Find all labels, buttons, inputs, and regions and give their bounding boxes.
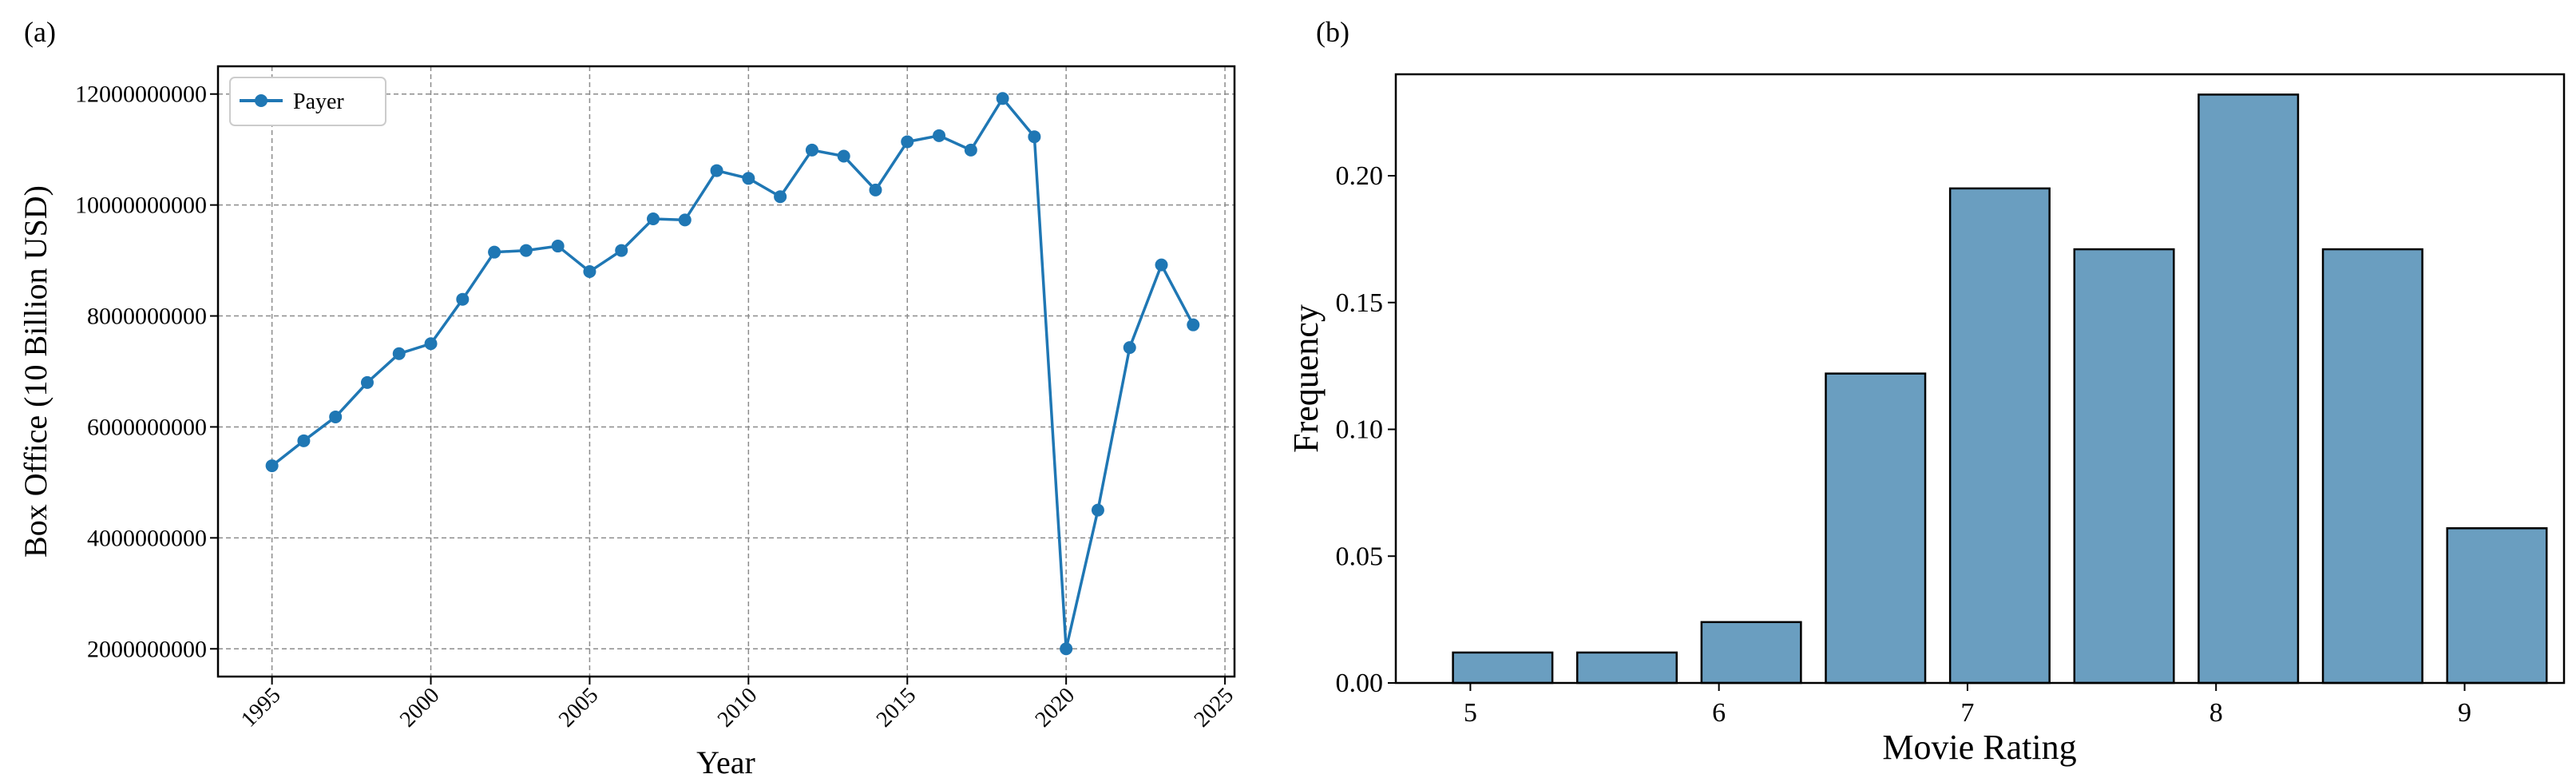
panel-a-series — [265, 92, 1200, 656]
y-tick-label: 12000000000 — [75, 81, 207, 108]
histogram-bar — [2446, 527, 2548, 685]
data-point-payer — [1123, 341, 1136, 355]
panel-a-gridlines — [218, 66, 1234, 677]
data-point-payer — [1060, 642, 1073, 656]
data-point-payer — [678, 213, 692, 227]
panel-a-y-axis-label: Box Office (10 Billion USD) — [18, 185, 54, 558]
data-point-payer — [488, 245, 501, 259]
data-point-payer — [837, 149, 850, 163]
y-tick-label: 2000000000 — [87, 636, 207, 662]
y-tick-label: 0.20 — [1336, 161, 1384, 191]
data-point-payer — [964, 143, 977, 157]
legend-point-marker — [255, 94, 268, 107]
data-point-payer — [265, 459, 279, 473]
x-tick-label: 2005 — [554, 683, 604, 732]
data-point-payer — [1155, 258, 1168, 272]
panel-a-line-chart: (a) 1995 2000 2005 2010 2015 2020 2025 20000000… — [18, 16, 1238, 780]
panel-b-ticks: 5 6 7 8 9 0.00 0.05 0.10 0.15 0.20 — [1336, 161, 2471, 728]
data-point-payer — [996, 92, 1009, 105]
histogram-bar — [2321, 248, 2423, 685]
data-point-payer — [869, 183, 882, 196]
x-tick-label: 2010 — [713, 683, 763, 732]
panel-label-a: (a) — [24, 16, 56, 48]
series-line-payer — [271, 96, 1195, 649]
panel-b-y-axis-label: Frequency — [1286, 304, 1326, 453]
x-tick-label: 7 — [1960, 698, 1974, 728]
y-tick-label: 0.05 — [1336, 542, 1384, 571]
panel-b-x-axis-label: Movie Rating — [1882, 728, 2076, 767]
x-tick-label: 2025 — [1189, 683, 1238, 732]
y-tick-label: 4000000000 — [87, 525, 207, 551]
data-point-payer — [329, 410, 343, 423]
data-point-payer — [583, 264, 596, 278]
x-tick-label: 1995 — [236, 683, 286, 732]
panel-label-b: (b) — [1316, 16, 1349, 48]
data-point-payer — [647, 212, 660, 225]
data-point-payer — [742, 172, 755, 185]
legend-box — [229, 77, 386, 126]
legend-label-payer: Payer — [293, 89, 344, 114]
data-point-payer — [297, 434, 311, 447]
data-point-payer — [805, 143, 818, 157]
data-point-payer — [615, 244, 628, 257]
y-tick-label: 8000000000 — [87, 304, 207, 330]
y-tick-label: 10000000000 — [75, 193, 207, 219]
histogram-bar — [1825, 372, 1927, 685]
panel-b-bars — [1452, 93, 2548, 685]
panel-b-plot-frame — [1394, 73, 2566, 685]
panel-a-plot-frame — [216, 65, 1236, 678]
data-point-payer — [456, 292, 470, 306]
panel-a-legend: Payer — [229, 77, 386, 126]
y-tick-label: 0.00 — [1336, 669, 1384, 698]
data-point-payer — [1091, 503, 1104, 517]
data-point-payer — [392, 347, 406, 360]
data-point-payer — [1028, 130, 1041, 144]
data-point-payer — [1187, 318, 1200, 331]
histogram-bar — [2073, 248, 2175, 685]
y-tick-label: 0.15 — [1336, 288, 1384, 318]
y-tick-label: 0.10 — [1336, 415, 1384, 445]
x-tick-label: 2015 — [872, 683, 921, 732]
histogram-bar — [2198, 93, 2300, 685]
panel-b-bar-chart: (b) 5 6 7 8 9 0.00 0.05 0.10 0.15 0.20 Movie Rati… — [1286, 16, 2566, 767]
data-point-payer — [901, 135, 914, 149]
histogram-bar — [1452, 651, 1554, 685]
y-tick-label: 6000000000 — [87, 414, 207, 440]
x-tick-label: 5 — [1464, 698, 1477, 728]
data-point-payer — [519, 244, 533, 257]
data-point-payer — [933, 129, 946, 142]
histogram-bar — [1948, 187, 2051, 685]
x-tick-label: 2000 — [395, 683, 445, 732]
x-tick-label: 2020 — [1031, 683, 1080, 732]
x-tick-label: 8 — [2209, 698, 2223, 728]
data-point-payer — [424, 337, 438, 351]
data-point-payer — [710, 164, 723, 177]
x-tick-label: 6 — [1712, 698, 1726, 728]
x-tick-label: 9 — [2458, 698, 2471, 728]
panel-a-x-axis-label: Year — [696, 744, 755, 780]
data-point-payer — [360, 375, 374, 389]
data-point-payer — [774, 190, 787, 204]
histogram-bar — [1575, 651, 1678, 685]
histogram-bar — [1700, 621, 1802, 685]
data-point-payer — [551, 240, 565, 253]
